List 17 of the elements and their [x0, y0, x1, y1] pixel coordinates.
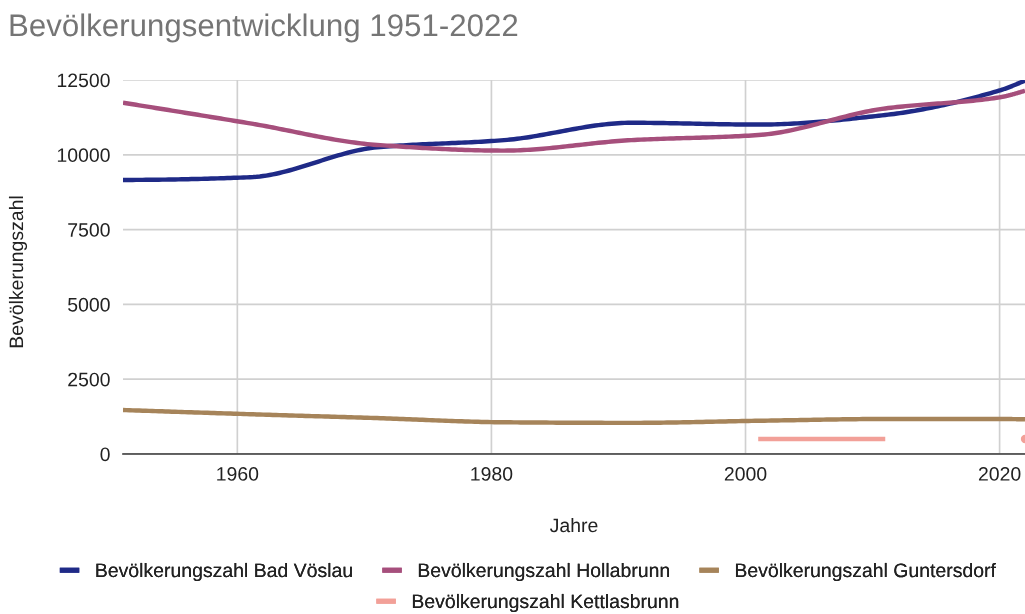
x-axis-title: Jahre — [549, 517, 598, 533]
y-tick-label: 7500 — [68, 223, 110, 237]
y-tick-label: 12500 — [57, 73, 110, 88]
y-tick-label: 2500 — [68, 372, 110, 387]
y-axis-title: Bevölkerungszahl — [8, 196, 28, 348]
legend-label: Bevölkerungszahl Kettlasbrunn — [412, 593, 679, 613]
legend-label: Bevölkerungszahl Guntersdorf — [735, 562, 996, 582]
y-tick-label: 5000 — [68, 297, 110, 312]
y-tick-label: 0 — [100, 447, 110, 462]
legend-label: Bevölkerungszahl Bad Vöslau — [96, 562, 352, 582]
x-tick-label: 2020 — [978, 467, 1021, 481]
legend-label: Bevölkerungszahl Hollabrunn — [418, 562, 669, 582]
x-tick-label: 2000 — [724, 467, 767, 481]
x-tick-label: 1980 — [471, 467, 513, 481]
chart-title: Bevölkerungsentwicklung 1951-2022 — [10, 13, 518, 43]
y-tick-label: 10000 — [57, 148, 110, 163]
x-tick-label: 1960 — [217, 467, 259, 481]
